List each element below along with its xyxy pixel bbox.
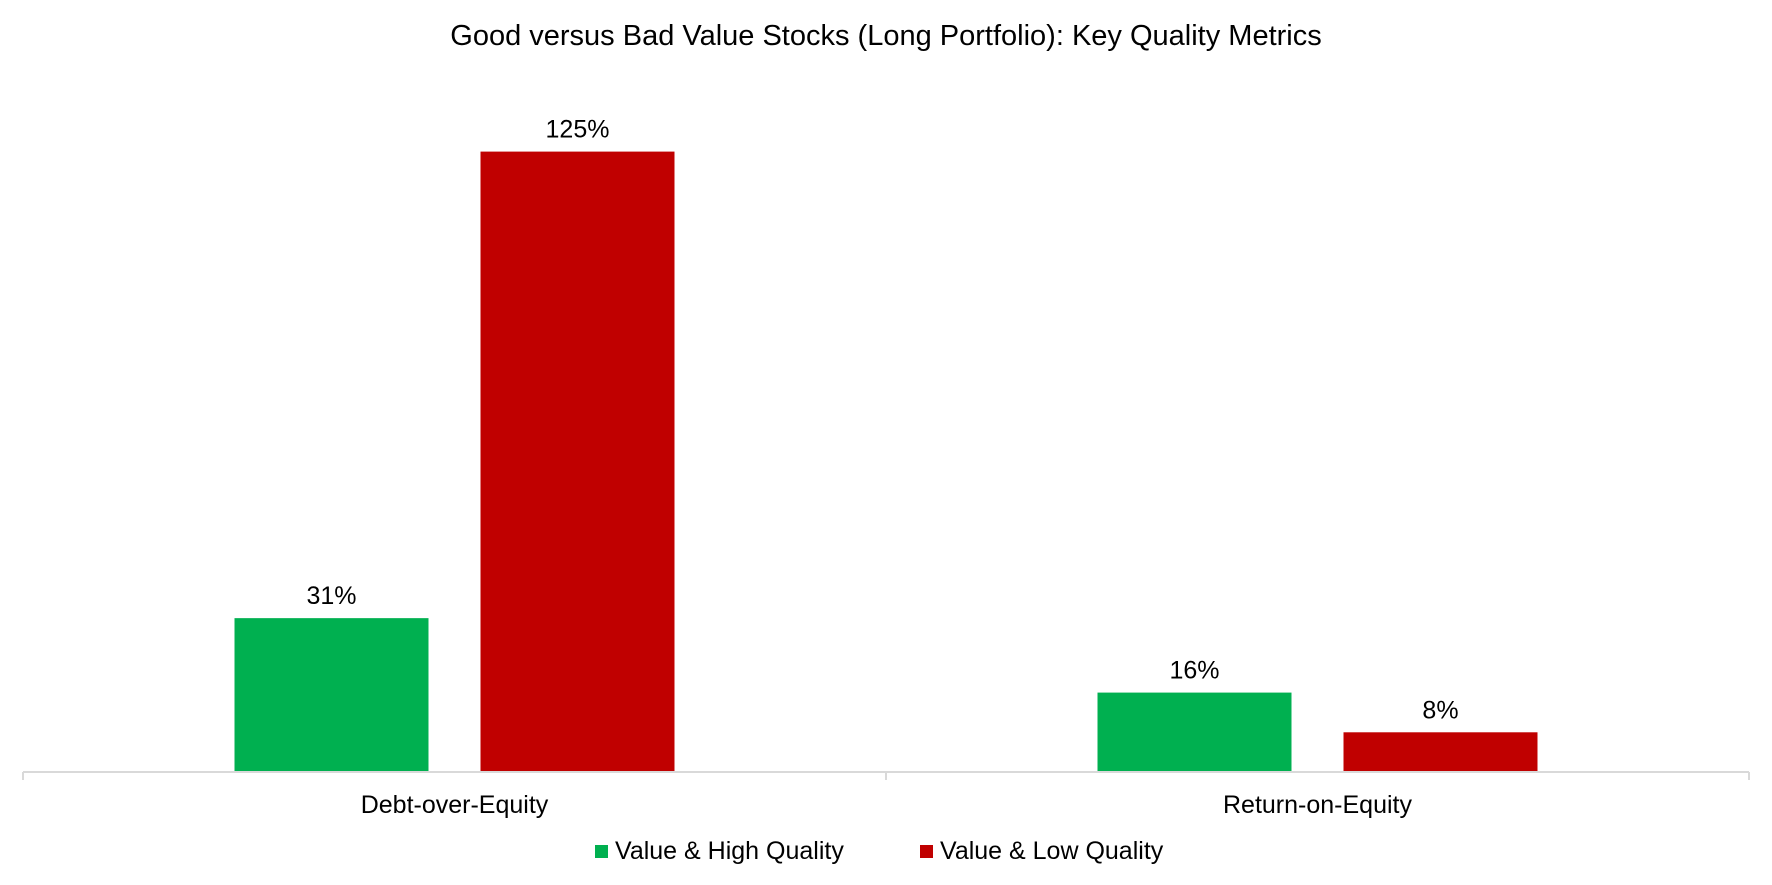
legend: Value & High Quality Value & Low Quality bbox=[595, 837, 1164, 865]
category-label-return-on-equity: Return-on-Equity bbox=[1223, 791, 1412, 819]
bar-return-on-equity-value-low-quality bbox=[1343, 732, 1538, 772]
legend-swatch-value-high-quality bbox=[595, 845, 608, 858]
x-axis-ticks bbox=[22, 772, 1750, 780]
data-label-return-on-equity-value-high-quality: 16% bbox=[1169, 657, 1219, 685]
category-label-debt-over-equity: Debt-over-Equity bbox=[361, 791, 549, 819]
category-labels: Debt-over-Equity Return-on-Equity bbox=[361, 791, 1413, 819]
bar-return-on-equity-value-high-quality bbox=[1097, 692, 1292, 772]
legend-label-value-high-quality: Value & High Quality bbox=[615, 837, 844, 865]
bar-debt-over-equity-value-low-quality bbox=[480, 151, 675, 773]
data-label-debt-over-equity-value-high-quality: 31% bbox=[306, 582, 356, 610]
bars-layer bbox=[234, 151, 1538, 773]
data-label-debt-over-equity-value-low-quality: 125% bbox=[546, 116, 610, 144]
bar-debt-over-equity-value-high-quality bbox=[234, 618, 429, 772]
data-label-return-on-equity-value-low-quality: 8% bbox=[1422, 696, 1458, 724]
data-labels-layer: 31% 125% 16% 8% bbox=[306, 116, 1458, 725]
chart-title: Good versus Bad Value Stocks (Long Portf… bbox=[450, 20, 1321, 52]
legend-swatch-value-low-quality bbox=[920, 845, 933, 858]
legend-label-value-low-quality: Value & Low Quality bbox=[940, 837, 1164, 865]
